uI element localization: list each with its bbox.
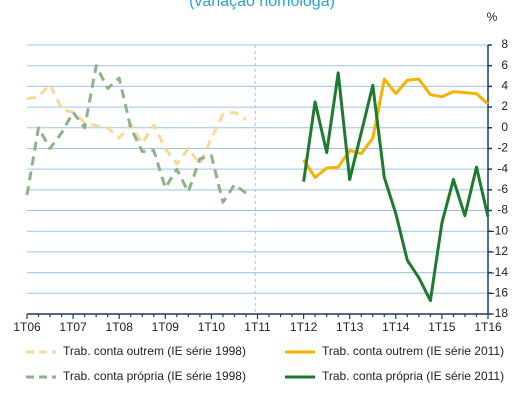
y-tick-label: 2 bbox=[501, 99, 508, 113]
x-tick-label: 1T12 bbox=[290, 320, 318, 334]
y-tick-label: -10 bbox=[491, 223, 509, 237]
y-tick-label: 4 bbox=[501, 79, 508, 93]
series-line bbox=[302, 71, 490, 303]
y-tick-label: -2 bbox=[497, 141, 508, 155]
y-tick-label: -8 bbox=[497, 203, 508, 217]
x-tick-label: 1T16 bbox=[474, 320, 502, 334]
x-tick-label: 1T15 bbox=[428, 320, 456, 334]
series-line bbox=[25, 64, 247, 204]
x-tick-label: 1T08 bbox=[106, 320, 134, 334]
y-tick-label: 0 bbox=[501, 120, 508, 134]
x-tick-label: 1T06 bbox=[13, 320, 41, 334]
legend-label: Trab. conta outrem (IE série 2011) bbox=[322, 344, 504, 358]
x-tick-label: 1T10 bbox=[198, 320, 226, 334]
y-tick-label: -4 bbox=[497, 161, 508, 175]
series-line bbox=[26, 82, 247, 166]
y-tick-label: -12 bbox=[491, 244, 509, 258]
y-tick-label: -16 bbox=[491, 285, 509, 299]
x-tick-label: 1T09 bbox=[152, 320, 180, 334]
y-tick-label: -6 bbox=[497, 182, 508, 196]
y-tick-label: 8 bbox=[501, 37, 508, 51]
legend-label: Trab. conta própria (IE série 1998) bbox=[63, 369, 246, 383]
y-tick-label: -18 bbox=[491, 306, 509, 320]
series-line bbox=[302, 77, 490, 179]
x-tick-label: 1T11 bbox=[244, 320, 271, 334]
y-tick-label: 6 bbox=[501, 58, 508, 72]
unit-label: % bbox=[487, 10, 498, 24]
legend-label: Trab. conta própria (IE série 2011) bbox=[322, 369, 504, 383]
x-tick-label: 1T13 bbox=[336, 320, 364, 334]
x-tick-label: 1T14 bbox=[382, 320, 410, 334]
chart-title: (variação homóloga) bbox=[189, 0, 335, 10]
x-tick-label: 1T07 bbox=[59, 320, 87, 334]
legend-label: Trab. conta outrem (IE série 1998) bbox=[63, 344, 246, 358]
y-tick-label: -14 bbox=[491, 265, 509, 279]
